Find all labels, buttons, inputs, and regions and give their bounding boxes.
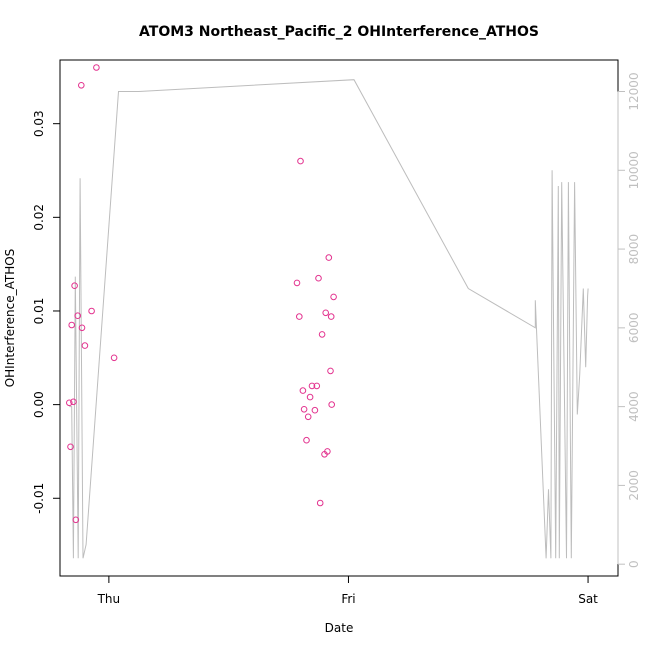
data-point bbox=[304, 413, 312, 421]
series-line bbox=[69, 79, 589, 559]
data-point bbox=[72, 516, 80, 524]
y-left-tick-label: 0.01 bbox=[32, 298, 46, 325]
y-left-tick-label: -0.01 bbox=[32, 483, 46, 514]
y-right-tick-label: 8000 bbox=[627, 234, 641, 265]
data-point bbox=[325, 254, 333, 261]
data-point bbox=[306, 393, 314, 401]
data-point bbox=[322, 309, 330, 317]
x-tick-label: Sat bbox=[578, 592, 598, 606]
y-left-tick-label: 0.03 bbox=[32, 110, 46, 137]
data-point bbox=[300, 406, 308, 413]
data-point bbox=[88, 307, 95, 315]
data-point bbox=[318, 331, 326, 338]
data-point bbox=[70, 398, 77, 406]
data-point bbox=[308, 382, 316, 390]
data-point bbox=[78, 82, 85, 89]
y-right-tick-label: 10000 bbox=[627, 151, 641, 189]
y-left-tick-label: 0.02 bbox=[32, 204, 46, 231]
y-right-tick-label: 2000 bbox=[627, 470, 641, 501]
data-point bbox=[327, 367, 334, 375]
y-axis-label: OHInterference_ATHOS bbox=[3, 249, 17, 388]
y-right-tick-label: 0 bbox=[627, 560, 641, 568]
data-point bbox=[330, 293, 337, 301]
y-right-tick-label: 6000 bbox=[627, 313, 641, 344]
x-axis: Thu Fri Sat bbox=[97, 575, 598, 606]
y-right-tick-label: 12000 bbox=[627, 72, 641, 110]
data-point bbox=[293, 279, 301, 287]
data-point bbox=[67, 443, 74, 451]
data-point bbox=[74, 312, 81, 320]
y-left-tick-label: 0.00 bbox=[32, 391, 46, 418]
plot-area bbox=[66, 64, 589, 559]
data-point bbox=[78, 324, 86, 332]
y-axis-right: 0 2000 4000 6000 8000 10000 12000 bbox=[617, 72, 641, 568]
data-point bbox=[327, 313, 335, 320]
y-right-tick-label: 4000 bbox=[627, 391, 641, 422]
data-point bbox=[316, 499, 324, 507]
data-point bbox=[71, 282, 78, 290]
data-point bbox=[324, 448, 331, 455]
data-point bbox=[110, 354, 118, 362]
data-point bbox=[297, 157, 304, 165]
x-axis-label: Date bbox=[325, 621, 354, 635]
data-point bbox=[313, 382, 321, 390]
data-point bbox=[93, 64, 100, 71]
y-axis-left: -0.01 0.00 0.01 0.02 0.03 bbox=[32, 110, 61, 514]
data-point bbox=[299, 387, 307, 394]
data-point bbox=[68, 321, 75, 329]
data-point bbox=[81, 342, 89, 349]
data-point bbox=[296, 313, 303, 320]
data-point bbox=[311, 406, 319, 414]
x-tick-label: Thu bbox=[97, 592, 121, 606]
data-point bbox=[328, 401, 336, 408]
data-point bbox=[66, 399, 73, 407]
data-point bbox=[315, 274, 322, 282]
chart-title: ATOM3 Northeast_Pacific_2 OHInterference… bbox=[139, 24, 539, 40]
x-tick-label: Fri bbox=[341, 592, 355, 606]
data-point bbox=[303, 436, 310, 444]
